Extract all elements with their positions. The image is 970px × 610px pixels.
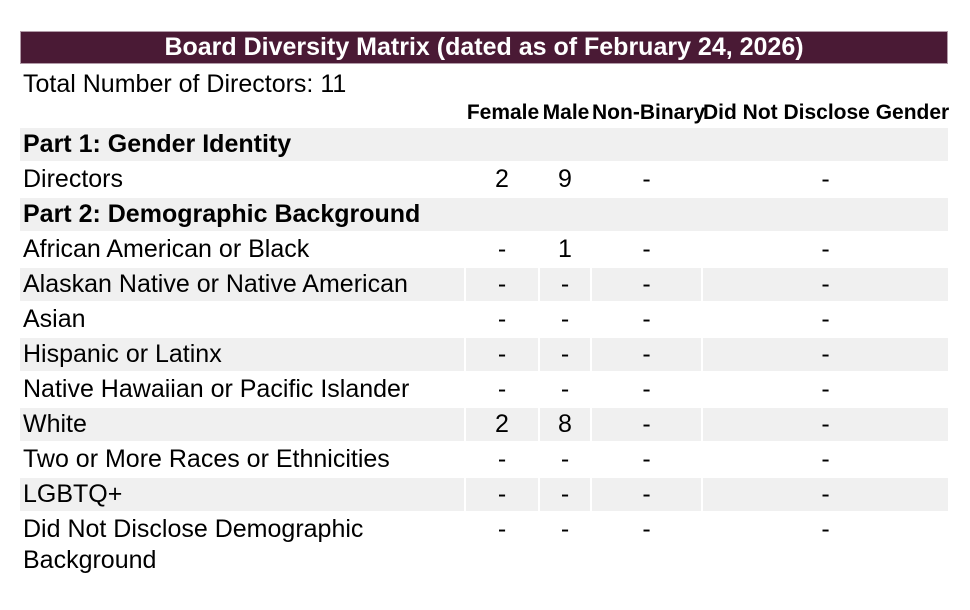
cell-value: - — [592, 338, 703, 373]
table-row-white: White 2 8 - - — [20, 408, 948, 443]
cell-value: - — [703, 443, 948, 478]
row-label: White — [20, 408, 466, 443]
table-row-lgbtq: LGBTQ+ - - - - — [20, 478, 948, 513]
cell-value: - — [540, 303, 592, 338]
cell-value: - — [540, 478, 592, 513]
cell-value: - — [592, 268, 703, 303]
row-label: Directors — [20, 163, 466, 198]
column-header-row: Female Male Non-Binary Did Not Disclose … — [20, 100, 950, 128]
cell-value: - — [703, 338, 948, 373]
cell-value: - — [466, 513, 540, 581]
cell-value: - — [703, 163, 948, 198]
cell-value: - — [466, 373, 540, 408]
cell-value: - — [540, 268, 592, 303]
column-header-non-binary: Non-Binary — [592, 101, 706, 124]
row-label: Alaskan Native or Native American — [20, 268, 466, 303]
row-label: Did Not Disclose Demographic Background — [20, 513, 466, 581]
cell-value: - — [703, 513, 948, 581]
cell-value: - — [592, 408, 703, 443]
section-row-part2: Part 2: Demographic Background — [20, 198, 948, 233]
cell-value: - — [540, 513, 592, 581]
table-row-native-hawaiian-or-pacific-islander: Native Hawaiian or Pacific Islander - - … — [20, 373, 948, 408]
section-row-part1: Part 1: Gender Identity — [20, 128, 948, 163]
board-diversity-matrix: Board Diversity Matrix (dated as of Febr… — [20, 31, 950, 581]
cell-value: 2 — [466, 163, 540, 198]
row-label: African American or Black — [20, 233, 466, 268]
cell-value: - — [592, 233, 703, 268]
cell-value: - — [466, 443, 540, 478]
section-label: Part 1: Gender Identity — [20, 128, 948, 163]
cell-value: - — [466, 338, 540, 373]
row-label: Native Hawaiian or Pacific Islander — [20, 373, 466, 408]
cell-value: - — [466, 303, 540, 338]
cell-value: - — [592, 513, 703, 581]
table-row-did-not-disclose-demographic-background: Did Not Disclose Demographic Background … — [20, 513, 948, 581]
table-row-directors: Directors 2 9 - - — [20, 163, 948, 198]
matrix-title-bar: Board Diversity Matrix (dated as of Febr… — [20, 31, 948, 64]
cell-value: - — [592, 303, 703, 338]
cell-value: - — [703, 268, 948, 303]
column-header-spacer — [20, 100, 466, 128]
table-row-hispanic-or-latinx: Hispanic or Latinx - - - - — [20, 338, 948, 373]
total-directors-text: Total Number of Directors: 11 — [23, 70, 347, 98]
cell-value: - — [540, 443, 592, 478]
cell-value: - — [592, 163, 703, 198]
cell-value: - — [703, 303, 948, 338]
cell-value: - — [466, 268, 540, 303]
column-header-male: Male — [542, 101, 590, 124]
row-label: Hispanic or Latinx — [20, 338, 466, 373]
cell-value: 2 — [466, 408, 540, 443]
cell-value: - — [466, 233, 540, 268]
cell-value: - — [703, 233, 948, 268]
cell-value: - — [703, 373, 948, 408]
cell-value: - — [592, 443, 703, 478]
cell-value: - — [540, 373, 592, 408]
table-row-two-or-more-races-or-ethnicities: Two or More Races or Ethnicities - - - - — [20, 443, 948, 478]
column-header-female: Female — [466, 101, 540, 124]
cell-value: 9 — [540, 163, 592, 198]
cell-value: 8 — [540, 408, 592, 443]
column-header-did-not-disclose-gender: Did Not Disclose Gender — [703, 101, 950, 124]
cell-value: 1 — [540, 233, 592, 268]
section-label: Part 2: Demographic Background — [20, 198, 948, 233]
cell-value: - — [592, 478, 703, 513]
cell-value: - — [466, 478, 540, 513]
row-label: Asian — [20, 303, 466, 338]
row-label: Two or More Races or Ethnicities — [20, 443, 466, 478]
table-row-alaskan-native-or-native-american: Alaskan Native or Native American - - - … — [20, 268, 948, 303]
cell-value: - — [592, 373, 703, 408]
diversity-table: Female Male Non-Binary Did Not Disclose … — [20, 100, 950, 581]
cell-value: - — [703, 408, 948, 443]
cell-value: - — [540, 338, 592, 373]
table-row-african-american-or-black: African American or Black - 1 - - — [20, 233, 948, 268]
row-label: LGBTQ+ — [20, 478, 466, 513]
cell-value: - — [703, 478, 948, 513]
table-row-asian: Asian - - - - — [20, 303, 948, 338]
